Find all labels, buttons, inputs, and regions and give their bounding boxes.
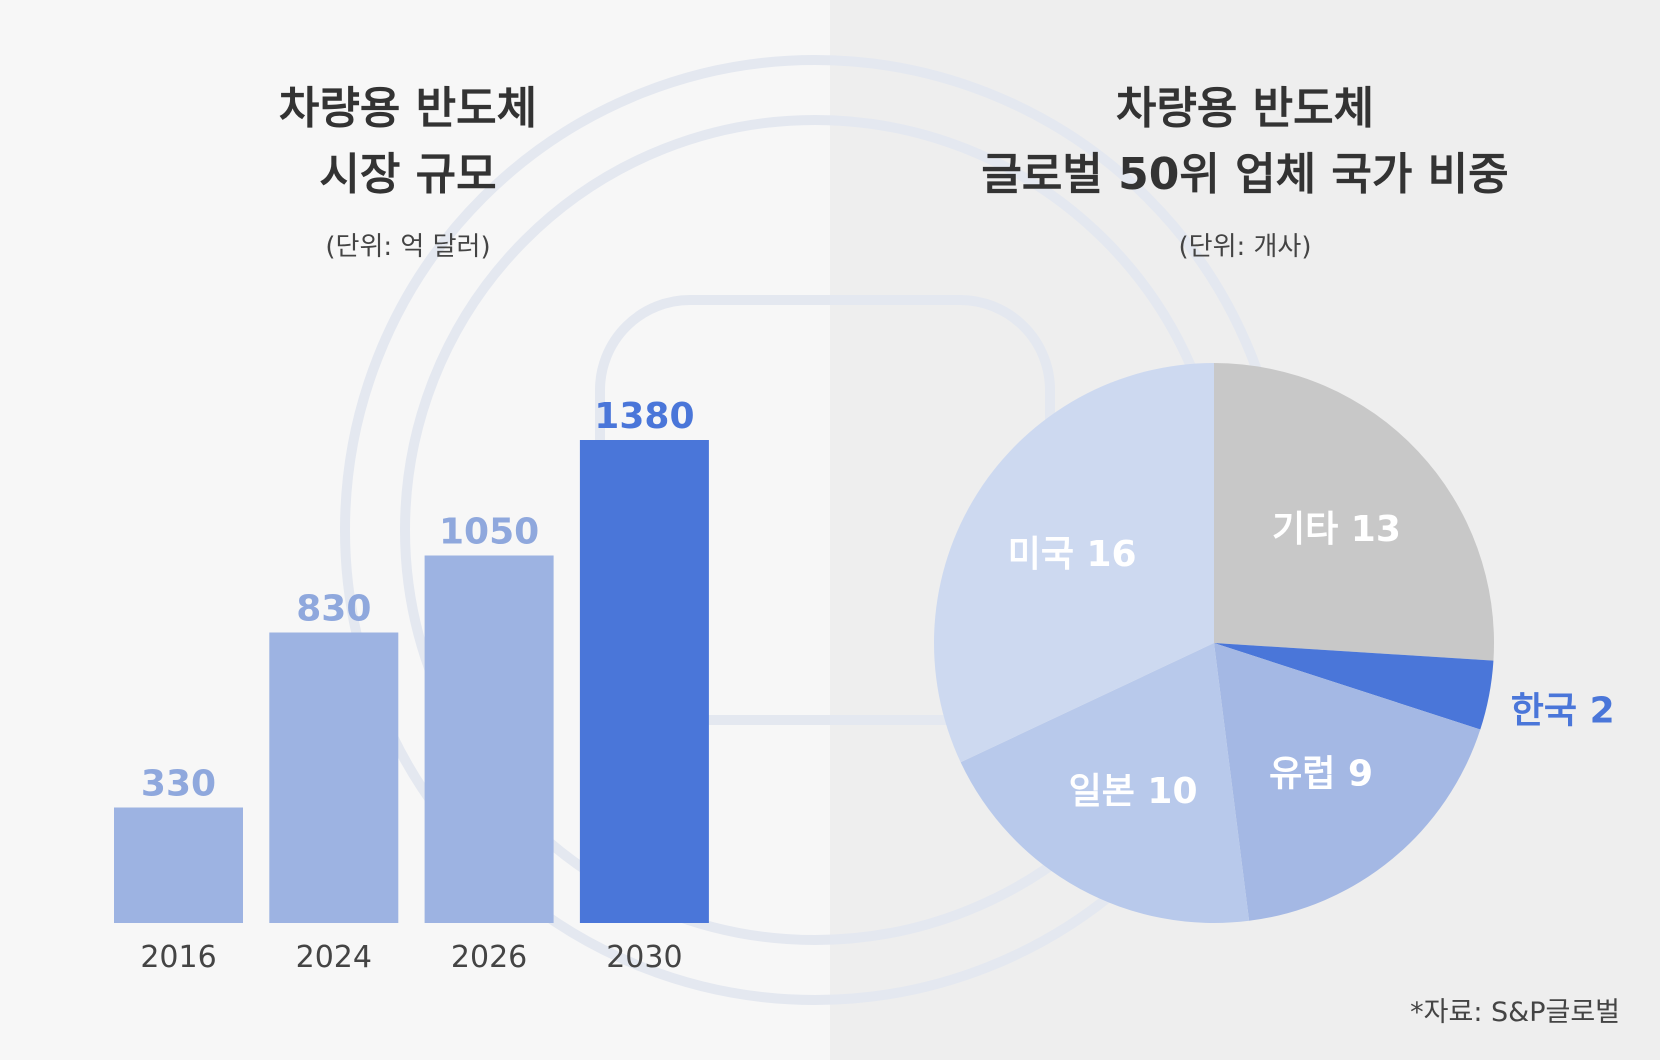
pie-chart-title: 차량용 반도체 글로벌 50위 업체 국가 비중: [845, 76, 1645, 208]
pie-slice-유럽: [1214, 643, 1481, 921]
pie-label-일본: 일본 10: [1069, 771, 1198, 812]
pie-slice-기타: [1214, 363, 1494, 661]
pie-slice-일본: [960, 643, 1250, 923]
pie-slice-한국: [1214, 643, 1494, 730]
bar-2024: [269, 632, 399, 923]
bar-2026: [424, 555, 554, 923]
x-tick-label-2016: 2016: [140, 940, 216, 975]
x-tick-label-2024: 2024: [296, 940, 372, 975]
bar-chart-subtitle: (단위: 억 달러): [325, 232, 491, 262]
bar-value-label-2024: 830: [296, 589, 371, 630]
pie-label-미국: 미국 16: [1008, 534, 1137, 575]
bar-value-label-2026: 1050: [439, 512, 539, 553]
bar-title-line-1: 차량용 반도체: [278, 83, 538, 134]
pie-title-line-1: 차량용 반도체: [1115, 83, 1375, 134]
pie-label-유럽: 유럽 9: [1269, 753, 1373, 794]
pie-title-line-2: 글로벌 50위 업체 국가 비중: [981, 149, 1509, 200]
x-tick-label-2026: 2026: [451, 940, 527, 975]
bar-value-label-2030: 1380: [594, 396, 694, 437]
bar-2016: [114, 807, 243, 923]
pie-slice-미국: [934, 363, 1214, 763]
source-note: *자료: S&P글로벌: [1410, 997, 1620, 1028]
bar-value-label-2016: 330: [141, 764, 216, 805]
x-tick-label-2030: 2030: [606, 940, 682, 975]
bar-title-line-2: 시장 규모: [319, 149, 497, 200]
pie-chart-subtitle: (단위: 개사): [1178, 232, 1312, 262]
pie-label-기타: 기타 13: [1272, 509, 1401, 550]
bar-2030: [579, 440, 709, 923]
bar-chart-title: 차량용 반도체 시장 규모: [8, 76, 808, 208]
pie-label-한국: 한국 2: [1511, 691, 1615, 732]
